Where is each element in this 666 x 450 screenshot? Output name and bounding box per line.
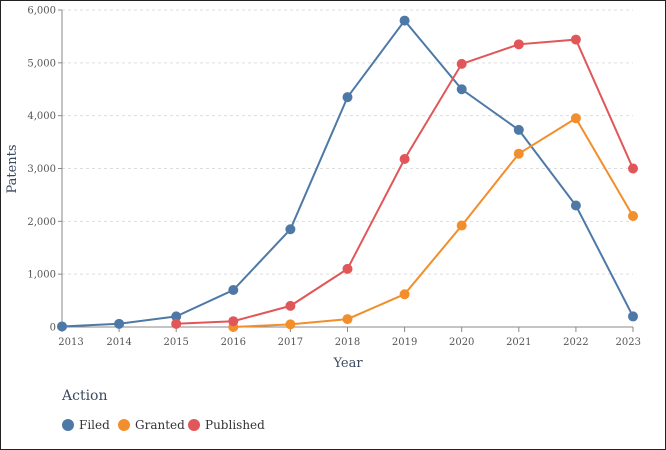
data-point-filed: [513, 124, 524, 135]
data-point-filed: [456, 84, 467, 95]
tick-labels: 0 1,000 2,000 3,000 4,000 5,000 6,000 2013 2014 2…: [27, 6, 641, 349]
x-tick-label: 2023: [616, 337, 641, 348]
data-point-granted: [456, 220, 467, 231]
data-point-published: [570, 34, 581, 45]
legend-label-filed: Filed: [79, 418, 110, 432]
x-tick-label: 2013: [58, 337, 83, 348]
grid-lines: [62, 9, 633, 275]
data-point-granted: [342, 314, 353, 325]
data-point-filed: [570, 200, 581, 211]
data-point-published: [399, 153, 410, 164]
series-line-published: [176, 38, 634, 325]
x-tick-label: 2018: [335, 337, 360, 348]
data-point-published: [285, 300, 296, 311]
x-tick-label: 2021: [506, 337, 531, 348]
data-point-granted: [570, 113, 581, 124]
series-line-granted: [233, 116, 634, 328]
legend-marker-filed: [62, 419, 74, 431]
series-line-filed: [61, 18, 634, 328]
data-point-published: [342, 263, 353, 274]
series-points: [57, 15, 638, 332]
data-point-published: [171, 318, 182, 329]
y-tick-label: 4,000: [27, 111, 56, 122]
data-point-granted: [399, 289, 410, 300]
legend-marker-granted: [118, 419, 130, 431]
data-point-granted: [513, 148, 524, 159]
x-tick-label: 2022: [563, 337, 588, 348]
data-point-filed: [171, 311, 182, 322]
data-point-filed: [285, 224, 296, 235]
y-tick-label: 2,000: [27, 217, 56, 228]
legend-label-granted: Granted: [135, 418, 185, 432]
data-point-filed: [57, 321, 67, 332]
data-point-published: [513, 39, 524, 50]
data-point-filed: [228, 285, 239, 296]
legend-title: Action: [61, 388, 108, 404]
y-tick-label: 0: [50, 323, 56, 334]
data-point-published: [628, 163, 638, 174]
y-tick-label: 6,000: [27, 6, 56, 17]
legend: Filed Granted Published: [62, 418, 265, 432]
x-tick-label: 2016: [221, 337, 246, 348]
data-point-filed: [114, 318, 125, 329]
data-point-filed: [628, 311, 638, 322]
y-tick-label: 5,000: [27, 58, 56, 69]
y-axis-title: Patents: [5, 144, 20, 193]
x-axis-title: Year: [332, 356, 363, 371]
x-tick-label: 2017: [278, 337, 303, 348]
x-tick-label: 2020: [449, 337, 474, 348]
axes: [58, 9, 634, 332]
x-tick-label: 2014: [106, 337, 131, 348]
x-tick-label: 2019: [392, 337, 417, 348]
data-point-granted: [628, 211, 638, 222]
data-point-granted: [285, 319, 296, 330]
series-lines: [61, 18, 634, 328]
legend-label-published: Published: [205, 418, 265, 432]
data-point-published: [228, 316, 239, 327]
y-tick-label: 1,000: [27, 270, 56, 281]
y-tick-label: 3,000: [27, 164, 56, 175]
data-point-filed: [342, 92, 353, 103]
data-point-published: [456, 58, 467, 69]
legend-marker-published: [188, 419, 200, 431]
x-tick-label: 2015: [163, 337, 188, 348]
data-point-filed: [399, 15, 410, 26]
